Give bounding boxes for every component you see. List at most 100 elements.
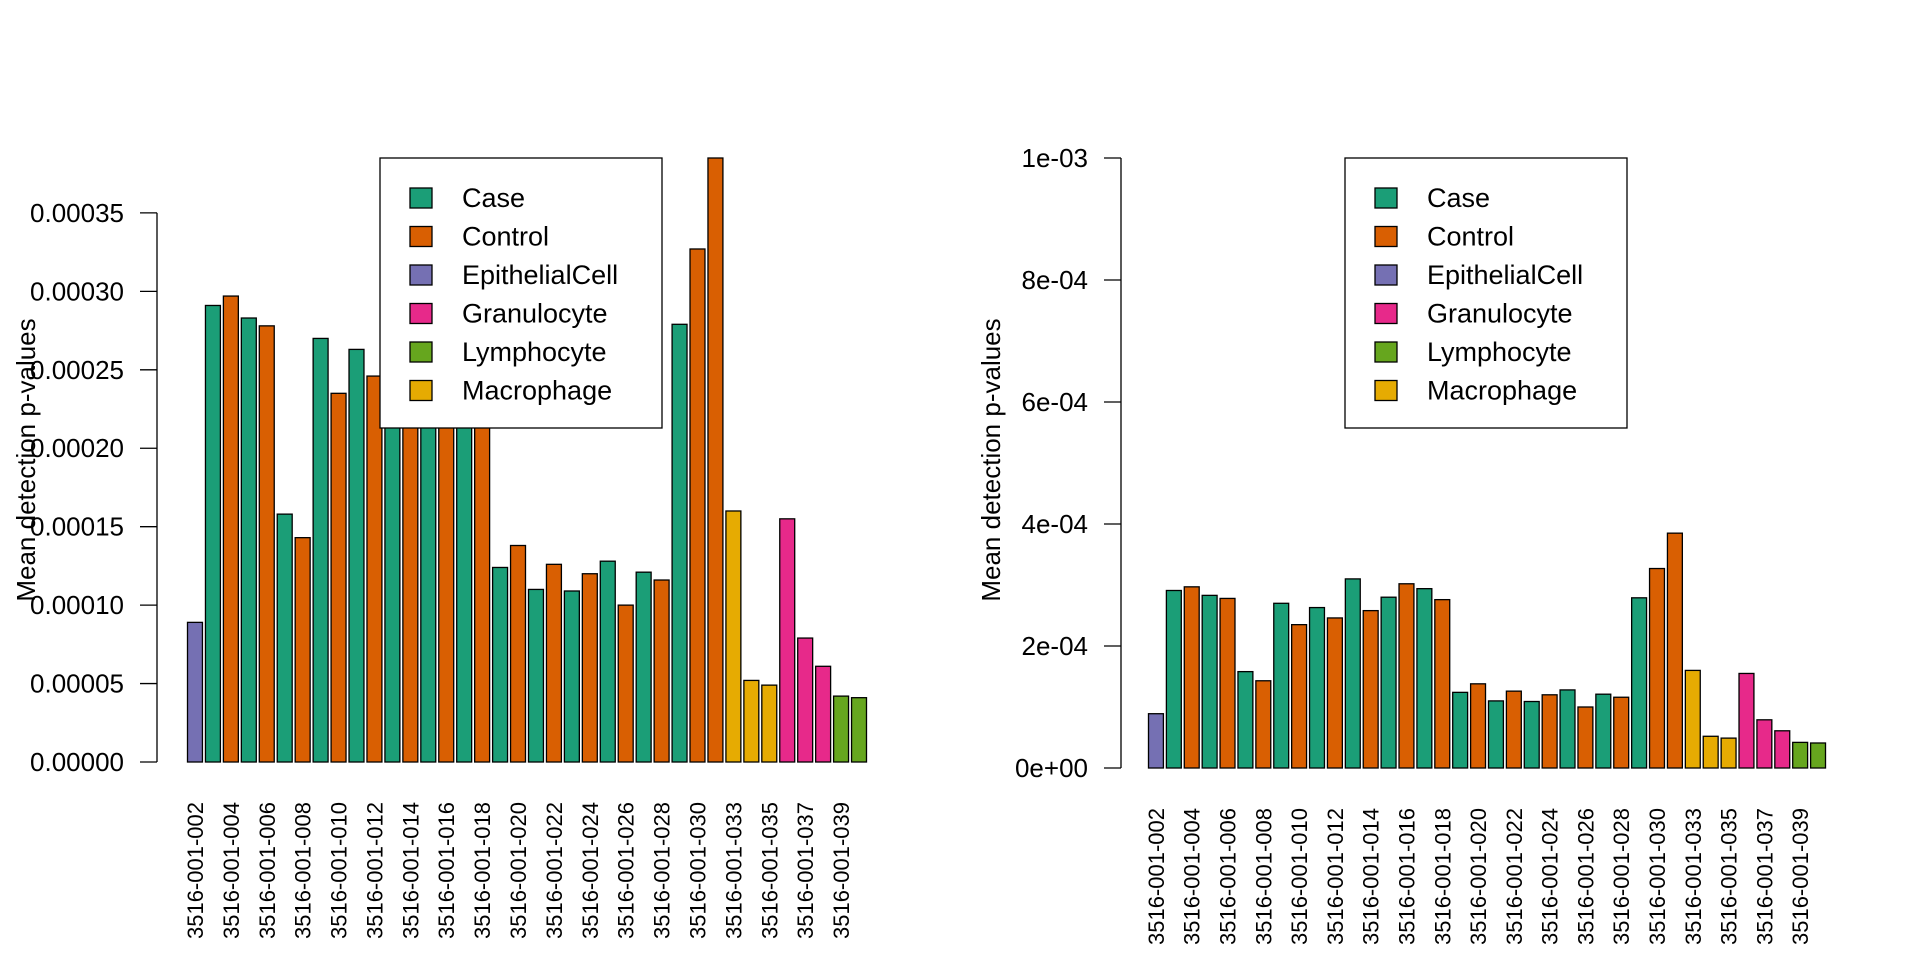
y-tick-label: 0e+00 — [1015, 753, 1088, 783]
x-tick-label: 3516-001-026 — [1573, 808, 1598, 945]
legend-label: EpithelialCell — [462, 260, 618, 290]
bar — [294, 537, 311, 763]
y-tick-label: 0.00035 — [30, 198, 124, 228]
bar — [1237, 670, 1254, 769]
x-tick-label: 3516-001-035 — [757, 802, 782, 939]
bar — [1523, 700, 1540, 769]
x-tick-label: 3516-001-016 — [1394, 808, 1419, 945]
x-tick-label: 3516-001-002 — [1144, 808, 1169, 945]
legend-label: Case — [462, 183, 525, 213]
y-tick-label: 0.00010 — [30, 590, 124, 620]
bar — [1738, 672, 1755, 769]
bar — [1344, 578, 1361, 769]
y-tick-label: 8e-04 — [1022, 265, 1089, 295]
legend-label: Granulocyte — [1427, 299, 1573, 329]
legend-swatch — [409, 264, 433, 286]
legend-label: Control — [462, 222, 549, 252]
y-tick-label: 1e-03 — [1022, 143, 1089, 173]
bar — [348, 348, 365, 763]
legend-label: Macrophage — [1427, 376, 1577, 406]
bar — [1308, 606, 1326, 769]
bar — [1201, 594, 1218, 769]
bar — [671, 323, 688, 763]
y-tick-label: 0.00005 — [30, 669, 124, 699]
bar — [276, 513, 293, 763]
bar — [1613, 696, 1630, 769]
bar — [563, 590, 580, 763]
x-tick-label: 3516-001-030 — [1645, 808, 1670, 945]
x-tick-label: 3516-001-024 — [1538, 808, 1563, 945]
x-tick-label: 3516-001-012 — [362, 802, 387, 939]
x-tick-label: 3516-001-018 — [470, 802, 495, 939]
legend-swatch — [409, 225, 433, 248]
x-tick-label: 3516-001-006 — [255, 802, 280, 939]
bar — [1720, 737, 1737, 769]
bar — [1147, 713, 1165, 769]
x-tick-label: 3516-001-035 — [1717, 808, 1742, 945]
legend-swatch — [409, 341, 433, 363]
bar — [1398, 583, 1415, 769]
x-tick-label: 3516-001-028 — [650, 802, 675, 939]
x-tick-label: 3516-001-002 — [183, 802, 208, 939]
bar — [1505, 690, 1522, 769]
y-tick-label: 0.00030 — [30, 276, 124, 306]
bar — [312, 337, 329, 763]
x-tick-label: 3516-001-039 — [1788, 808, 1813, 945]
legend-label: Lymphocyte — [462, 337, 607, 367]
x-tick-label: 3516-001-020 — [1466, 808, 1491, 945]
bar — [797, 637, 814, 763]
x-tick-label: 3516-001-039 — [829, 802, 854, 939]
y-tick-label: 0.00020 — [30, 433, 124, 463]
bar — [222, 295, 239, 763]
legend-label: Granulocyte — [462, 299, 608, 329]
bar — [1291, 624, 1308, 769]
left-bar-chart: 0.00000 0.00005 0.00010 0.00015 0.00020 0.000… — [11, 157, 868, 939]
legend-swatch — [409, 187, 433, 209]
x-tick-label: 3516-001-008 — [291, 802, 316, 939]
legend-swatch — [409, 379, 433, 402]
bar — [1595, 693, 1612, 769]
bar — [1559, 689, 1576, 769]
bar — [1380, 596, 1397, 769]
bar — [725, 510, 742, 763]
legend-swatch — [1374, 264, 1398, 286]
bar — [1631, 597, 1648, 769]
bar — [240, 317, 257, 763]
x-tick-label: 3516-001-008 — [1251, 808, 1276, 945]
y-tick-label: 0.00015 — [30, 512, 124, 542]
bar — [1416, 588, 1433, 769]
bar — [1362, 609, 1379, 769]
x-tick-label: 3516-001-024 — [578, 802, 603, 939]
bar — [1219, 597, 1236, 769]
x-tick-label: 3516-001-033 — [1681, 808, 1706, 945]
x-tick-label: 3516-001-004 — [219, 802, 244, 939]
bar — [1577, 706, 1594, 769]
bar — [1183, 586, 1200, 769]
bar — [258, 325, 275, 763]
bar — [1792, 741, 1809, 769]
x-tick-label: 3516-001-022 — [542, 802, 567, 939]
x-tick-label: 3516-001-004 — [1180, 808, 1205, 945]
bar — [204, 304, 222, 763]
bar — [1452, 691, 1469, 769]
legend-swatch — [1374, 187, 1398, 209]
x-tick-label: 3516-001-037 — [1752, 808, 1777, 945]
y-axis-title: Mean detection p-values — [976, 318, 1006, 601]
bar — [635, 571, 652, 763]
legend-label: EpithelialCell — [1427, 260, 1583, 290]
bar — [743, 679, 760, 763]
legend-label: Control — [1427, 222, 1514, 252]
bar — [1756, 719, 1773, 769]
legend-swatch — [1374, 341, 1398, 363]
legend-label: Case — [1427, 183, 1490, 213]
bar — [653, 579, 670, 763]
bar — [1648, 567, 1666, 769]
bar — [1326, 617, 1343, 769]
legend-swatch — [1374, 379, 1398, 402]
y-tick-label: 0.00025 — [30, 355, 124, 385]
x-tick-label: 3516-001-037 — [793, 802, 818, 939]
bar — [832, 695, 850, 763]
x-tick-label: 3516-001-012 — [1323, 808, 1348, 945]
bar — [1255, 680, 1272, 769]
bar — [1469, 683, 1487, 769]
